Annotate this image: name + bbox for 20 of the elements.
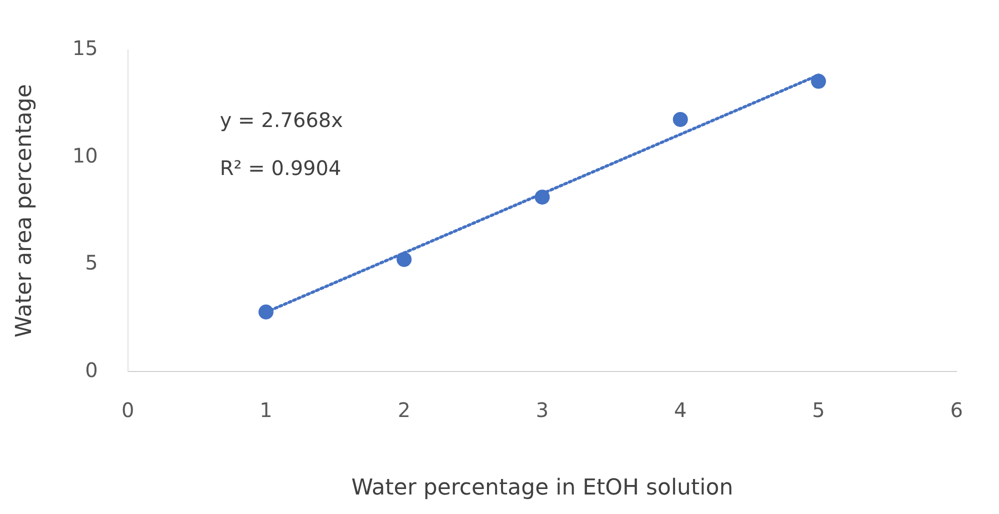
point: [258, 304, 274, 320]
x-tick-label: 4: [674, 398, 687, 422]
point: [811, 74, 826, 89]
annotation: y = 2.7668x: [220, 108, 344, 132]
point: [396, 252, 412, 267]
y-tick-label: 15: [72, 36, 98, 60]
x-tick-label: 6: [950, 398, 964, 422]
y-axis-title: Water area percentage: [12, 84, 37, 338]
x-tick-label: 5: [812, 398, 825, 422]
y-tick-label: 5: [85, 250, 98, 275]
x-tick-label: 0: [121, 398, 134, 422]
point: [672, 112, 688, 127]
x-tick-label: 1: [260, 398, 272, 422]
x-axis-title: Water percentage in EtOH solution: [351, 476, 734, 501]
y-tick-label: 10: [72, 143, 98, 168]
annotation: R² = 0.9904: [220, 156, 342, 180]
x-tick-label: 3: [536, 398, 549, 422]
x-tick-label: 2: [398, 398, 410, 422]
point: [534, 190, 550, 205]
y-tick-label: 0: [85, 358, 98, 382]
